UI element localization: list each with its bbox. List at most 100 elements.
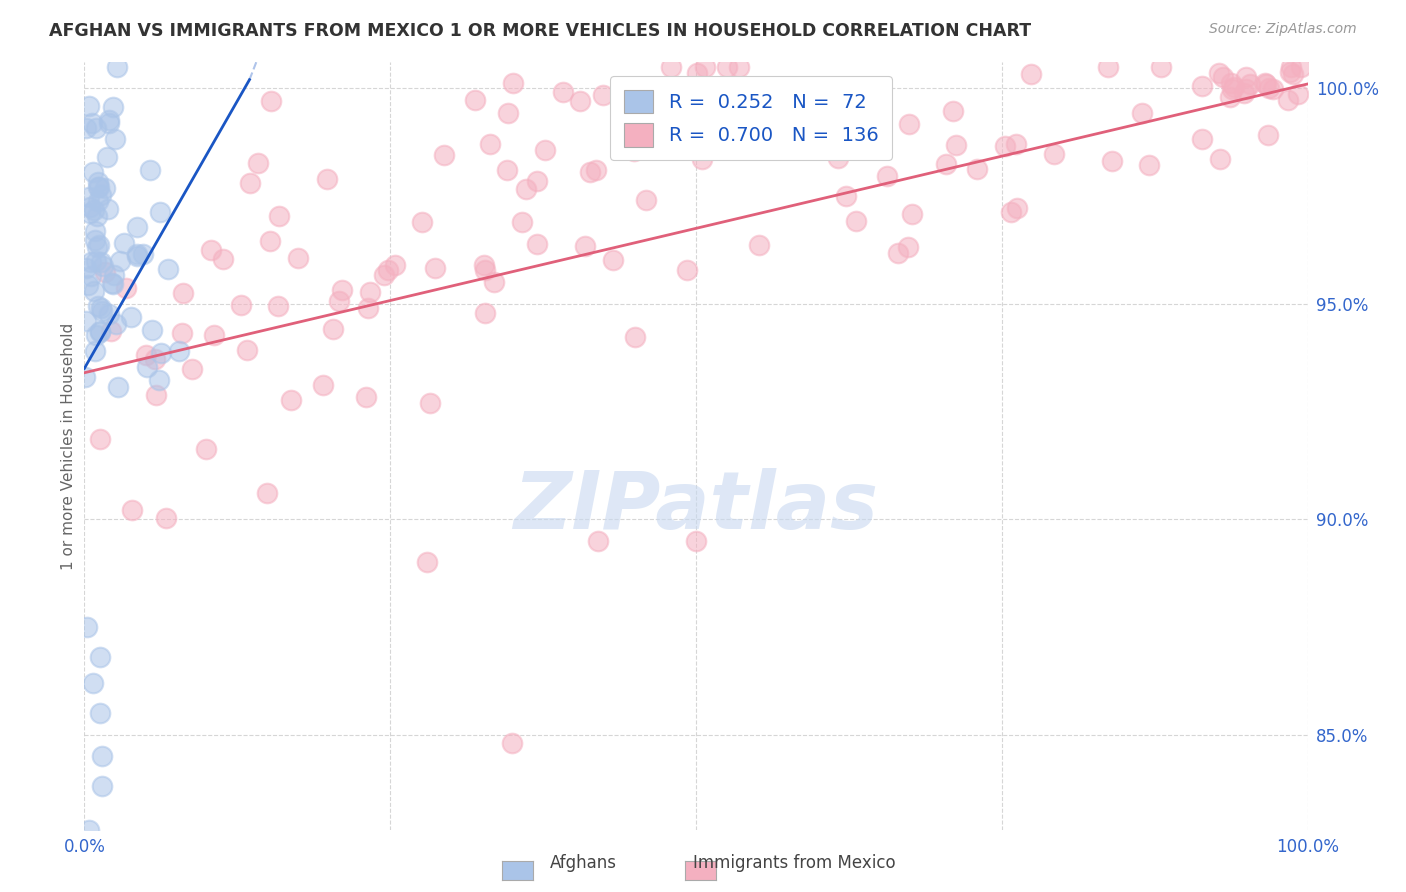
Point [586, 533, 609, 548]
Point [239, 176, 262, 190]
Point [1150, 60, 1173, 74]
Point [236, 343, 259, 358]
Point [845, 214, 868, 228]
Point [994, 139, 1017, 153]
Text: Afghans: Afghans [550, 855, 617, 872]
Point [526, 236, 548, 251]
Point [94, 264, 117, 278]
Point [84, 121, 107, 136]
Point [655, 112, 678, 126]
Point [149, 346, 172, 360]
Point [510, 215, 533, 229]
Point [135, 348, 157, 362]
Point [75, 260, 97, 275]
Point [1000, 205, 1022, 219]
Point [125, 219, 148, 234]
Point [89, 650, 111, 665]
Point [316, 172, 339, 186]
Point [716, 60, 738, 74]
Point [247, 156, 270, 170]
Point [1234, 82, 1257, 96]
Point [87, 180, 110, 194]
Point [1005, 201, 1028, 215]
Point [502, 736, 524, 750]
Point [636, 193, 658, 207]
Point [1191, 78, 1213, 93]
Point [359, 285, 381, 299]
Point [107, 380, 129, 394]
Point [86, 209, 108, 223]
Point [86, 240, 108, 254]
Point [89, 324, 111, 338]
Point [569, 94, 592, 108]
Point [354, 390, 377, 404]
Point [260, 94, 283, 108]
Point [148, 373, 170, 387]
Point [1005, 136, 1028, 151]
Point [76, 277, 98, 292]
Point [80, 268, 103, 283]
Point [710, 121, 733, 136]
Point [484, 275, 506, 289]
Point [602, 252, 624, 267]
Point [96, 150, 118, 164]
Point [502, 76, 524, 90]
Point [1286, 87, 1309, 102]
Point [280, 393, 302, 408]
Point [90, 301, 112, 315]
Point [474, 306, 496, 320]
Point [373, 268, 395, 283]
Point [82, 676, 104, 690]
Point [643, 136, 665, 151]
Point [83, 285, 105, 299]
Point [515, 182, 537, 196]
Point [104, 317, 127, 331]
Point [901, 207, 924, 221]
Point [172, 285, 194, 300]
Point [90, 255, 112, 269]
Point [108, 254, 131, 268]
Point [898, 117, 921, 131]
Point [676, 262, 699, 277]
Point [464, 93, 486, 107]
Point [1281, 67, 1303, 81]
Point [200, 243, 222, 257]
Point [83, 203, 105, 218]
Legend: R =  0.252   N =  72, R =  0.700   N =  136: R = 0.252 N = 72, R = 0.700 N = 136 [610, 76, 891, 161]
Text: Immigrants from Mexico: Immigrants from Mexico [693, 855, 896, 872]
Point [97, 113, 120, 128]
Point [115, 281, 138, 295]
Point [1277, 93, 1299, 107]
Point [693, 60, 716, 74]
Point [145, 388, 167, 402]
Point [89, 325, 111, 339]
Point [112, 236, 135, 251]
Point [1219, 90, 1241, 104]
Point [1279, 64, 1302, 78]
Point [1219, 76, 1241, 90]
Point [496, 163, 519, 178]
Point [1137, 158, 1160, 172]
Point [384, 258, 406, 272]
Point [1212, 70, 1234, 85]
Point [101, 100, 124, 114]
Point [692, 153, 714, 167]
Point [579, 165, 602, 179]
Point [91, 259, 114, 273]
Point [90, 188, 112, 202]
Point [132, 247, 155, 261]
Point [149, 205, 172, 219]
Text: Source: ZipAtlas.com: Source: ZipAtlas.com [1209, 22, 1357, 37]
Point [827, 152, 849, 166]
Point [127, 249, 149, 263]
Point [534, 143, 557, 157]
Point [86, 299, 108, 313]
Point [75, 120, 97, 135]
Point [157, 261, 180, 276]
Point [155, 511, 177, 525]
Point [84, 224, 107, 238]
Point [73, 370, 96, 384]
Point [630, 87, 652, 102]
Point [322, 322, 344, 336]
Point [212, 252, 235, 266]
